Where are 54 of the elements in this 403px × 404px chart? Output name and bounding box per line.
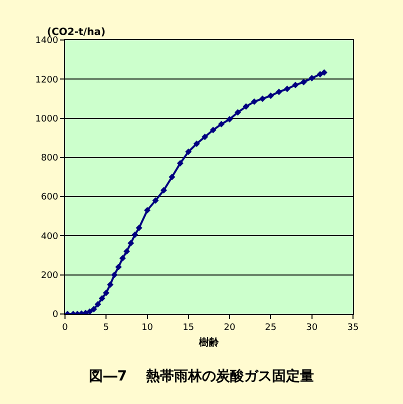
point xyxy=(267,92,274,100)
point xyxy=(193,140,200,147)
point xyxy=(94,300,102,308)
point xyxy=(210,126,216,134)
point xyxy=(242,103,250,110)
point xyxy=(185,148,192,155)
point xyxy=(168,174,176,180)
point xyxy=(226,116,233,123)
point xyxy=(90,306,98,312)
y-tick-label: 200 xyxy=(41,271,58,282)
y-tick-label: 0 xyxy=(52,310,58,320)
point xyxy=(320,69,328,76)
point xyxy=(284,86,290,92)
point xyxy=(218,120,225,128)
x-axis-title: 樹齢 xyxy=(198,336,220,348)
point xyxy=(152,197,159,204)
point xyxy=(128,240,134,246)
point xyxy=(276,88,282,96)
point xyxy=(107,281,114,288)
y-tick-label: 1200 xyxy=(35,75,58,86)
point xyxy=(102,290,110,296)
point xyxy=(98,295,106,302)
point xyxy=(144,207,151,214)
y-tick-label: 600 xyxy=(41,192,58,203)
point xyxy=(234,109,242,116)
x-tick-label: 20 xyxy=(224,322,236,333)
point xyxy=(86,308,93,314)
point xyxy=(111,272,118,278)
x-tick-label: 30 xyxy=(306,322,318,333)
y-tick-label: 1400 xyxy=(35,36,58,46)
x-tick-label: 25 xyxy=(264,322,276,333)
x-tick-label: 10 xyxy=(142,322,154,333)
point xyxy=(119,254,126,262)
x-tick-label: 15 xyxy=(182,322,194,333)
point xyxy=(132,231,138,238)
y-tick-label: 800 xyxy=(41,154,58,164)
point xyxy=(251,98,258,105)
point xyxy=(136,224,142,232)
x-tick-label: 0 xyxy=(62,322,68,333)
point xyxy=(308,74,316,82)
point xyxy=(300,78,307,86)
point xyxy=(202,134,208,140)
point xyxy=(176,160,184,167)
y-tick-label: 1000 xyxy=(35,114,58,124)
x-tick-label: 5 xyxy=(103,322,110,333)
point xyxy=(292,82,299,88)
point xyxy=(160,187,167,194)
point xyxy=(115,264,122,270)
point xyxy=(123,248,130,255)
point xyxy=(259,95,266,102)
y-axis-title: (CO2-t/ha) xyxy=(47,27,106,38)
text: 図―7 熱帯雨林の炭酸ガス固定量 xyxy=(89,368,314,385)
y-tick-label: 400 xyxy=(41,232,58,242)
x-tick-label: 35 xyxy=(347,322,359,333)
